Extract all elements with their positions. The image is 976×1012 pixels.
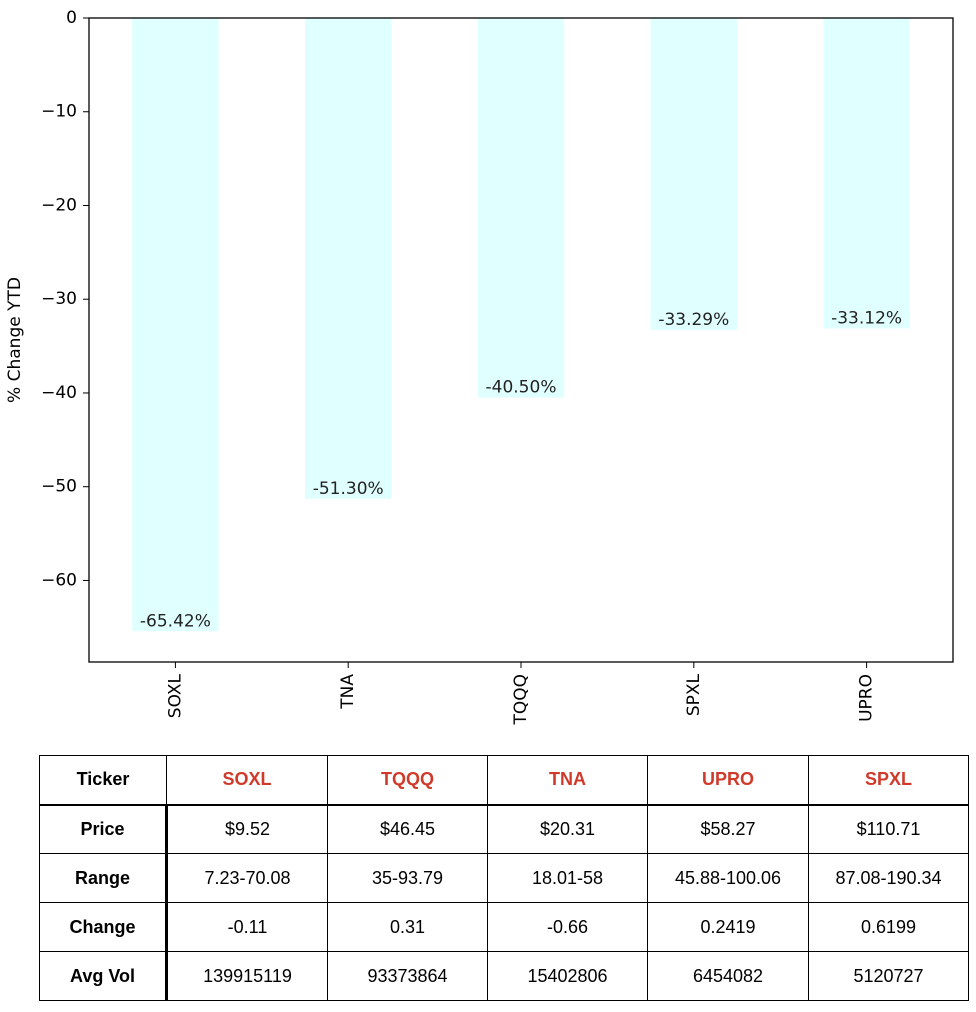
table-cell: 139915119 — [166, 951, 328, 1001]
table-cell: $46.45 — [327, 804, 488, 854]
table-row: Avg Vol 139915119 93373864 15402806 6454082 5… — [39, 951, 969, 1001]
bar-value-label: -33.29% — [658, 310, 729, 330]
table-cell: $58.27 — [647, 804, 809, 854]
table-cell: 0.31 — [327, 902, 488, 952]
row-label-avg-vol: Avg Vol — [39, 951, 168, 1001]
y-tick-label: −30 — [41, 289, 77, 309]
bar-labels-group: -65.42% -51.30% -40.50% -33.29% -33.12% — [140, 308, 902, 631]
row-label-change: Change — [39, 902, 168, 952]
x-tick-label: UPRO — [857, 674, 877, 722]
x-tick-label: TQQQ — [511, 674, 531, 726]
bar-spxl — [650, 18, 737, 331]
bar-chart: -65.42% -51.30% -40.50% -33.29% -33.12% 0 −10… — [5, 8, 954, 726]
y-axis-label: % Change YTD — [5, 277, 25, 403]
bar-soxl — [132, 18, 219, 632]
bar-upro — [823, 18, 910, 329]
y-tick-label: −40 — [41, 383, 77, 403]
bar-value-label: -51.30% — [313, 479, 384, 499]
y-ticks-group: 0 −10 −20 −30 −40 −50 −60 — [41, 8, 89, 590]
table-row: Price $9.52 $46.45 $20.31 $58.27 $110.71 — [39, 804, 969, 854]
table-cell: 6454082 — [647, 951, 809, 1001]
row-label-price: Price — [39, 804, 168, 854]
table-cell: 35-93.79 — [327, 853, 488, 903]
table-cell: -0.66 — [487, 902, 648, 952]
table-cell: 15402806 — [487, 951, 648, 1001]
bars-group — [132, 18, 910, 632]
y-tick-label: −10 — [41, 102, 77, 122]
header-tqqq: TQQQ — [327, 755, 488, 806]
table-row: Range 7.23-70.08 35-93.79 18.01-58 45.88-100… — [39, 853, 969, 903]
table-cell: $20.31 — [487, 804, 648, 854]
y-tick-label: −20 — [41, 195, 77, 215]
table-cell: 7.23-70.08 — [166, 853, 328, 903]
bar-value-label: -65.42% — [140, 611, 211, 631]
header-ticker: Ticker — [39, 755, 167, 806]
y-tick-label: −60 — [41, 570, 77, 590]
header-upro: UPRO — [647, 755, 809, 806]
table-cell: $110.71 — [808, 804, 969, 854]
x-tick-label: TNA — [338, 674, 358, 710]
header-spxl: SPXL — [808, 755, 969, 806]
x-tick-label: SPXL — [684, 673, 704, 716]
row-label-range: Range — [39, 853, 168, 903]
x-tick-label: SOXL — [165, 673, 185, 718]
stats-table: Ticker SOXL TQQQ TNA UPRO SPXL Price $9.52 $46… — [39, 755, 969, 1001]
table-cell: 5120727 — [808, 951, 969, 1001]
table-cell: -0.11 — [166, 902, 328, 952]
y-tick-label: −50 — [41, 477, 77, 497]
bar-tqqq — [477, 18, 565, 398]
header-soxl: SOXL — [166, 755, 328, 806]
bar-value-label: -40.50% — [486, 378, 557, 398]
table-header-row: Ticker SOXL TQQQ TNA UPRO SPXL — [39, 755, 969, 806]
table-cell: 45.88-100.06 — [647, 853, 809, 903]
header-tna: TNA — [487, 755, 648, 806]
bar-value-label: -33.12% — [831, 308, 902, 328]
table-cell: 0.2419 — [647, 902, 809, 952]
x-ticks-group: SOXL TNA TQQQ SPXL UPRO — [165, 662, 877, 726]
table-cell: 87.08-190.34 — [808, 853, 969, 903]
table-cell: $9.52 — [166, 804, 328, 854]
table-cell: 93373864 — [327, 951, 488, 1001]
bar-tna — [305, 18, 392, 499]
table-row: Change -0.11 0.31 -0.66 0.2419 0.6199 — [39, 902, 969, 952]
y-tick-label: 0 — [66, 8, 77, 28]
table-cell: 0.6199 — [808, 902, 969, 952]
table-cell: 18.01-58 — [487, 853, 648, 903]
